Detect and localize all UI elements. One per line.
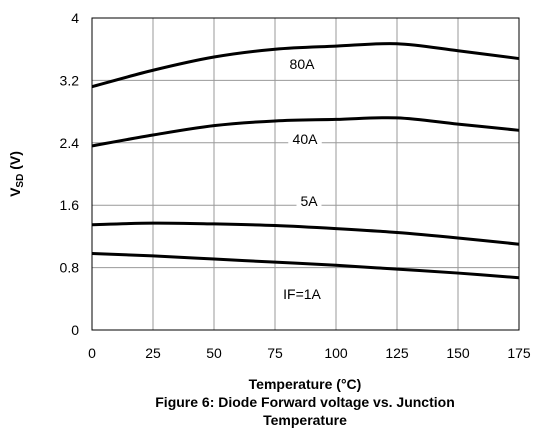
- x-tick-label-4: 100: [324, 345, 348, 361]
- figure-caption-line2: Temperature: [263, 412, 347, 428]
- series-label-1: 40A: [293, 131, 319, 147]
- series-label-3: IF=1A: [283, 286, 321, 302]
- y-tick-label-3: 2.4: [60, 135, 80, 151]
- x-axis-label: Temperature (°C): [249, 376, 362, 392]
- series-label-2: 5A: [300, 193, 318, 209]
- y-tick-label-5: 4: [71, 10, 79, 26]
- y-tick-label-2: 1.6: [60, 197, 80, 213]
- figure-caption-line1: Figure 6: Diode Forward voltage vs. Junc…: [155, 394, 455, 410]
- x-tick-label-0: 0: [88, 345, 96, 361]
- series-lines: [91, 42, 520, 280]
- y-tick-label-1: 0.8: [60, 260, 80, 276]
- figure-caption: Figure 6: Diode Forward voltage vs. Junc…: [90, 393, 520, 429]
- x-tick-label-3: 75: [267, 345, 283, 361]
- x-tick-label-2: 50: [206, 345, 222, 361]
- x-tick-label-6: 150: [446, 345, 470, 361]
- x-tick-labels: 0 25 50 75 100 125 150 175: [88, 345, 531, 361]
- y-axis-label: VSD (V): [7, 151, 26, 197]
- plot-area: [91, 17, 520, 331]
- y-axis-label-unit: (V): [7, 151, 23, 174]
- y-axis-label-main: V: [7, 187, 23, 197]
- series-labels: 80A 40A 5A IF=1A: [276, 55, 328, 304]
- series-label-0: 80A: [290, 56, 316, 72]
- series-line-0: [91, 42, 520, 89]
- series-label-bg-0: [285, 55, 319, 74]
- x-tick-label-1: 25: [145, 345, 161, 361]
- series-line-1: [91, 116, 520, 148]
- series-line-2: [91, 221, 520, 246]
- x-tick-label-5: 125: [385, 345, 409, 361]
- series-label-bg-1: [288, 130, 322, 149]
- y-tick-labels: 0 0.8 1.6 2.4 3.2 4: [60, 10, 80, 338]
- series-label-bg-2: [296, 192, 322, 211]
- y-tick-label-4: 3.2: [60, 72, 80, 88]
- x-tick-label-7: 175: [507, 345, 531, 361]
- y-tick-label-0: 0: [71, 322, 79, 338]
- y-axis-label-sub: SD: [15, 174, 26, 188]
- series-label-bg-3: [276, 285, 328, 304]
- series-line-3: [91, 252, 520, 280]
